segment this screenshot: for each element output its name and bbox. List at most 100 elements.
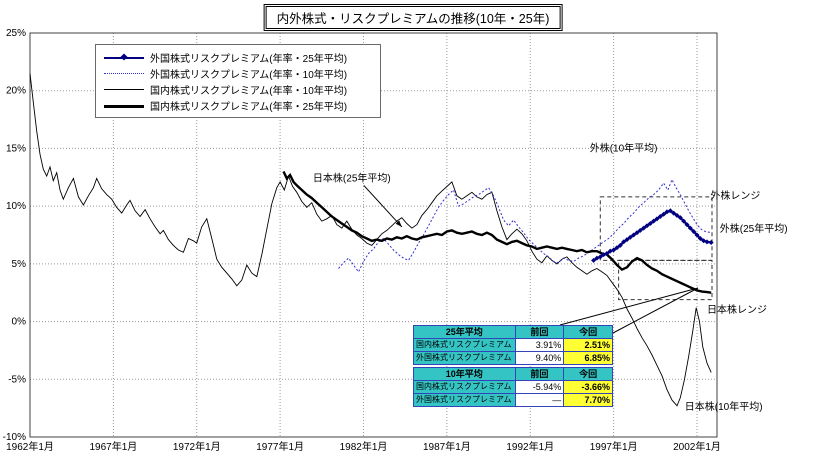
table-row-label: 外国株式リスクプレミアム [413, 393, 516, 407]
table-row: 国内株式リスクプレミアム -5.94% -3.66% [413, 380, 613, 394]
diamond-marker [661, 211, 667, 217]
table-header-now: 今回 [563, 367, 613, 381]
foreign-range-box [599, 196, 713, 261]
japan-range-label: 日本株レンジ [707, 303, 767, 316]
diamond-marker [604, 250, 610, 256]
x-axis-tick-label: 1987年1月 [423, 440, 471, 453]
table-callout-line [559, 287, 699, 326]
annotation-arrowhead [395, 220, 402, 227]
diamond-marker [624, 237, 630, 243]
diamond-marker [684, 222, 690, 228]
table-row-label: 国内株式リスクプレミアム [413, 380, 516, 394]
y-axis-tick-label: 20% [6, 86, 26, 97]
diamond-marker [631, 232, 637, 238]
table-prev-value: ― [514, 393, 565, 407]
annotation-arrow [363, 185, 403, 228]
legend-item: 国内株式リスクプレミアム(年率・25年平均) [104, 97, 372, 113]
legend-item-label: 外国株式リスクプレミアム(年率・25年平均) [150, 53, 348, 65]
table-prev-value: 3.91% [514, 338, 565, 352]
x-axis-tick-label: 1992年1月 [506, 440, 554, 453]
table-header-prev: 前回 [514, 325, 565, 339]
y-axis-tick-label: -10% [3, 432, 26, 443]
y-axis-tick-label: 5% [12, 259, 27, 270]
table-header-prev: 前回 [514, 367, 565, 381]
plot-border [29, 32, 718, 438]
x-axis-tick-label: 1967年1月 [89, 440, 137, 453]
diamond-marker [597, 254, 603, 260]
table-callout-line [612, 287, 699, 334]
diamond-marker [697, 235, 703, 241]
table-now-value: 2.51% [563, 338, 613, 352]
table-row-label: 国内株式リスクプレミアム [413, 338, 516, 352]
series-line-0 [29, 73, 712, 407]
legend-item: 外国株式リスクプレミアム(年率・25年平均) [104, 49, 372, 65]
table-now-value: 6.85% [563, 351, 613, 365]
diamond-marker [644, 223, 650, 229]
diamond-marker [674, 212, 680, 218]
table-row: 10年平均 前回 今回 [413, 367, 613, 381]
table-header-period: 25年平均 [413, 325, 516, 339]
diamond-marker [617, 242, 623, 248]
japan-10y-label: 日本株(10年平均) [685, 400, 763, 413]
table-now-value: -3.66% [563, 380, 613, 394]
diamond-marker [704, 239, 710, 245]
diamond-marker [641, 225, 647, 231]
series-line-2 [282, 170, 712, 294]
diamond-marker [654, 216, 660, 222]
diamond-marker [667, 208, 673, 214]
x-axis-tick-label: 1997年1月 [590, 440, 638, 453]
table-now-value: 7.70% [563, 393, 613, 407]
diamond-marker [637, 227, 643, 233]
diamond-marker [657, 214, 663, 220]
table-header-now: 今回 [563, 325, 613, 339]
japan-25y-label: 日本株(25年平均) [313, 171, 391, 184]
diamond-marker [611, 247, 617, 253]
japan-range-box [618, 259, 713, 301]
legend-item: 国内株式リスクプレミアム(年率・10年平均) [104, 81, 372, 97]
diamond-marker [708, 240, 714, 246]
table-row: 外国株式リスクプレミアム ― 7.70% [413, 393, 613, 407]
x-axis-tick-label: 1977年1月 [256, 440, 304, 453]
table-row: 外国株式リスクプレミアム 9.40% 6.85% [413, 351, 613, 365]
legend-foreign-25y-line-icon [104, 52, 144, 62]
table-row: 国内株式リスクプレミアム 3.91% 2.51% [413, 338, 613, 352]
foreign-25y-label: 外株(25年平均) [720, 222, 788, 235]
summary-table-10y: 10年平均 前回 今回 国内株式リスクプレミアム -5.94% -3.66% 外… [413, 367, 613, 407]
table-header-period: 10年平均 [413, 367, 516, 381]
diamond-marker [651, 218, 657, 224]
legend-item-label: 国内株式リスクプレミアム(年率・10年平均) [150, 85, 348, 97]
series-line-1 [338, 178, 712, 273]
y-axis-tick-label: 10% [6, 201, 26, 212]
y-axis-tick-label: -5% [8, 374, 26, 385]
diamond-marker [694, 232, 700, 238]
table-prev-value: 9.40% [514, 351, 565, 365]
diamond-marker [677, 215, 683, 221]
diamond-marker [621, 239, 627, 245]
legend: 外国株式リスクプレミアム(年率・25年平均) 外国株式リスクプレミアム(年率・1… [95, 44, 381, 118]
x-axis-tick-label: 1962年1月 [6, 440, 54, 453]
summary-table: 25年平均 前回 今回 国内株式リスクプレミアム 3.91% 2.51% 外国株… [413, 325, 613, 409]
diamond-marker [634, 230, 640, 236]
diamond-marker [647, 220, 653, 226]
diamond-marker [591, 257, 597, 263]
foreign-range-label: 外株レンジ [710, 189, 760, 202]
chart-title: 内外株式・リスクプレミアムの推移(10年・25年) [263, 4, 563, 31]
legend-domestic-10y-line-icon [104, 84, 144, 94]
diamond-marker [671, 210, 677, 216]
y-axis-tick-label: 15% [6, 143, 26, 154]
diamond-marker [614, 245, 620, 251]
table-prev-value: -5.94% [514, 380, 565, 394]
x-axis-tick-label: 1972年1月 [173, 440, 221, 453]
summary-table-25y: 25年平均 前回 今回 国内株式リスクプレミアム 3.91% 2.51% 外国株… [413, 325, 613, 365]
table-row: 25年平均 前回 今回 [413, 325, 613, 339]
legend-item-label: 外国株式リスクプレミアム(年率・10年平均) [150, 69, 348, 81]
legend-item: 外国株式リスクプレミアム(年率・10年平均) [104, 65, 372, 81]
diamond-marker [681, 218, 687, 224]
diamond-marker [687, 225, 693, 231]
diamond-marker [691, 229, 697, 235]
y-axis-tick-label: 0% [12, 317, 27, 328]
legend-item-label: 国内株式リスクプレミアム(年率・25年平均) [150, 101, 348, 113]
x-axis-tick-label: 1982年1月 [340, 440, 388, 453]
diamond-marker [627, 234, 633, 240]
